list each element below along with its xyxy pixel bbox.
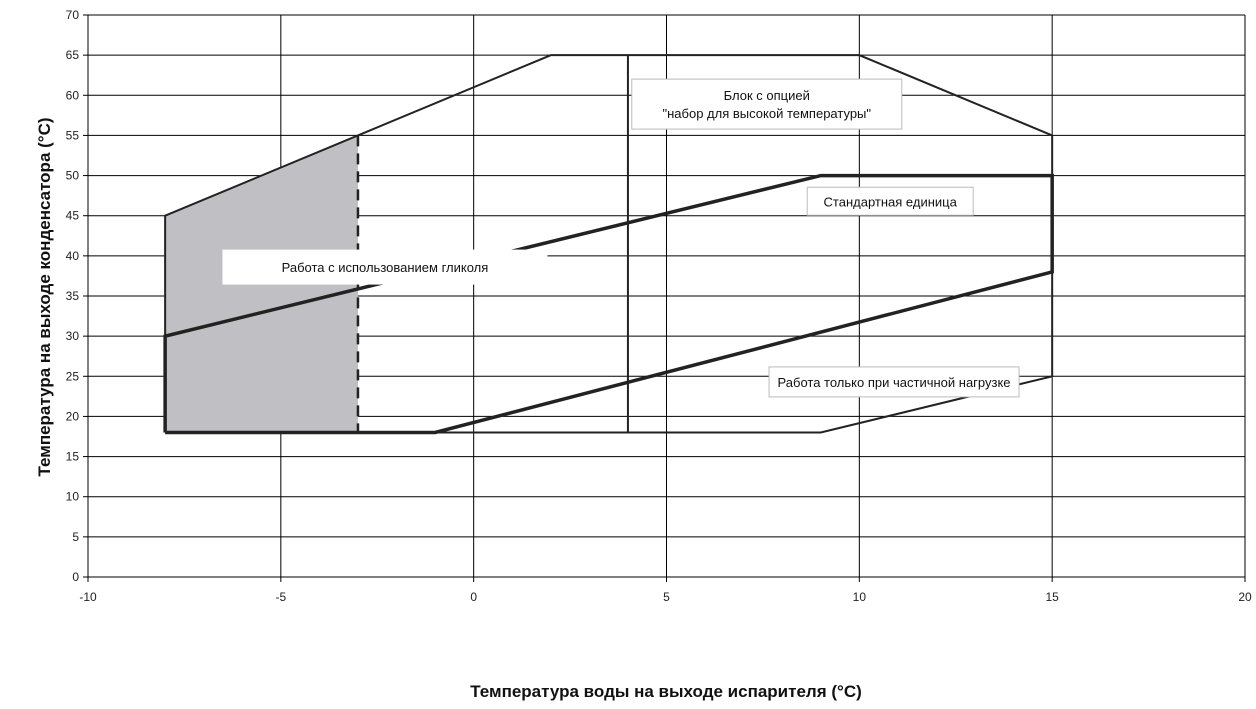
standard-unit-label-box	[806, 186, 974, 216]
y-tick-label: 10	[66, 490, 80, 504]
y-tick-label: 60	[66, 88, 80, 102]
y-tick-label: 40	[66, 249, 80, 263]
glycol-label: Работа с использованием гликоля	[222, 249, 548, 285]
glycol-label-text: Работа с использованием гликоля	[282, 260, 489, 275]
high-temp-kit-label-text: Блок с опцией	[724, 88, 810, 103]
x-tick-label: 15	[1045, 590, 1059, 604]
y-tick-label: 30	[66, 329, 80, 343]
x-tick-label: -10	[79, 590, 97, 604]
y-tick-label: 35	[66, 289, 80, 303]
standard-unit-label-text: Стандартная единица	[824, 194, 958, 209]
standard-unit-line	[163, 173, 1054, 435]
y-tick-label: 25	[66, 369, 80, 383]
high-temp-kit-label-box	[631, 78, 903, 130]
y-tick-label: 45	[66, 209, 80, 223]
standard-unit-label: Стандартная единица	[806, 186, 974, 216]
y-tick-label: 55	[66, 128, 80, 142]
partial-load-label-text: Работа только при частичной нагрузке	[778, 375, 1011, 390]
y-tick-label: 70	[66, 8, 80, 22]
high-temp-kit-label-text: "набор для высокой температуры"	[663, 106, 872, 121]
high-temp-kit-label: Блок с опцией "набор для высокой температ…	[631, 78, 903, 130]
axes: 0 5 10 15 20 25 30 35 40 45 50 55 60 65 70 -10 -5 0 5 10 15 2…	[66, 8, 1252, 604]
x-axis-title: Температура воды на выходе испарителя (°…	[470, 682, 862, 701]
envelope-lines	[163, 54, 1054, 435]
y-tick-label: 20	[66, 409, 80, 423]
y-tick-label: 15	[66, 450, 80, 464]
high-temp-kit-line	[164, 54, 1054, 434]
x-tick-label: 5	[663, 590, 670, 604]
x-tick-label: 10	[853, 590, 867, 604]
y-tick-label: 0	[72, 570, 79, 584]
partial-load-label: Работа только при частичной нагрузке	[768, 366, 1020, 398]
y-tick-label: 5	[72, 530, 79, 544]
annotations: Блок с опцией "набор для высокой температ…	[222, 78, 1020, 398]
x-tick-label: 20	[1238, 590, 1252, 604]
partial-load-label-box	[768, 366, 1020, 398]
y-tick-label: 65	[66, 48, 80, 62]
x-tick-label: -5	[275, 590, 286, 604]
y-tick-label: 50	[66, 169, 80, 183]
y-axis-title: Температура на выходе конденсатора (°C)	[35, 117, 54, 476]
glycol-label-box	[222, 249, 548, 285]
x-tick-label: 0	[470, 590, 477, 604]
